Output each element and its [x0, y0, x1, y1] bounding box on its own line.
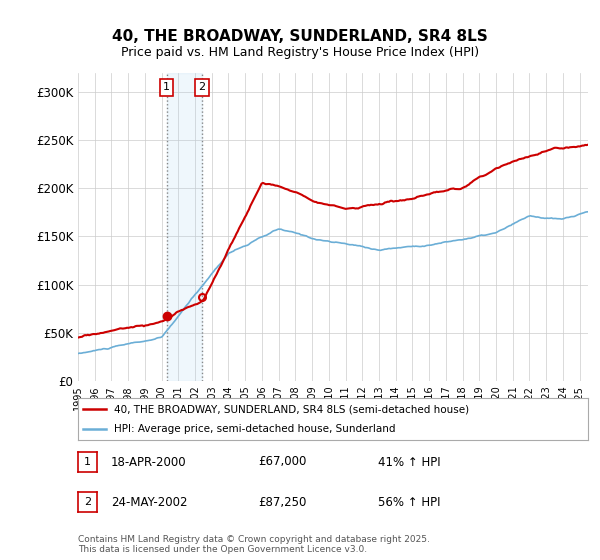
Text: £87,250: £87,250 — [258, 496, 307, 509]
Bar — [167, 73, 202, 381]
Text: Price paid vs. HM Land Registry's House Price Index (HPI): Price paid vs. HM Land Registry's House … — [121, 45, 479, 59]
Text: Contains HM Land Registry data © Crown copyright and database right 2025.
This d: Contains HM Land Registry data © Crown c… — [78, 535, 430, 554]
Text: 40, THE BROADWAY, SUNDERLAND, SR4 8LS: 40, THE BROADWAY, SUNDERLAND, SR4 8LS — [112, 29, 488, 44]
Text: 56% ↑ HPI: 56% ↑ HPI — [378, 496, 440, 509]
Text: £67,000: £67,000 — [258, 455, 307, 469]
Text: 40, THE BROADWAY, SUNDERLAND, SR4 8LS (semi-detached house): 40, THE BROADWAY, SUNDERLAND, SR4 8LS (s… — [114, 404, 469, 414]
Text: 1: 1 — [84, 457, 91, 467]
Text: 18-APR-2000: 18-APR-2000 — [111, 455, 187, 469]
Text: 2: 2 — [198, 82, 205, 92]
Text: 1: 1 — [163, 82, 170, 92]
Text: 2: 2 — [84, 497, 91, 507]
Text: HPI: Average price, semi-detached house, Sunderland: HPI: Average price, semi-detached house,… — [114, 424, 395, 434]
Text: 41% ↑ HPI: 41% ↑ HPI — [378, 455, 440, 469]
Text: 24-MAY-2002: 24-MAY-2002 — [111, 496, 187, 509]
